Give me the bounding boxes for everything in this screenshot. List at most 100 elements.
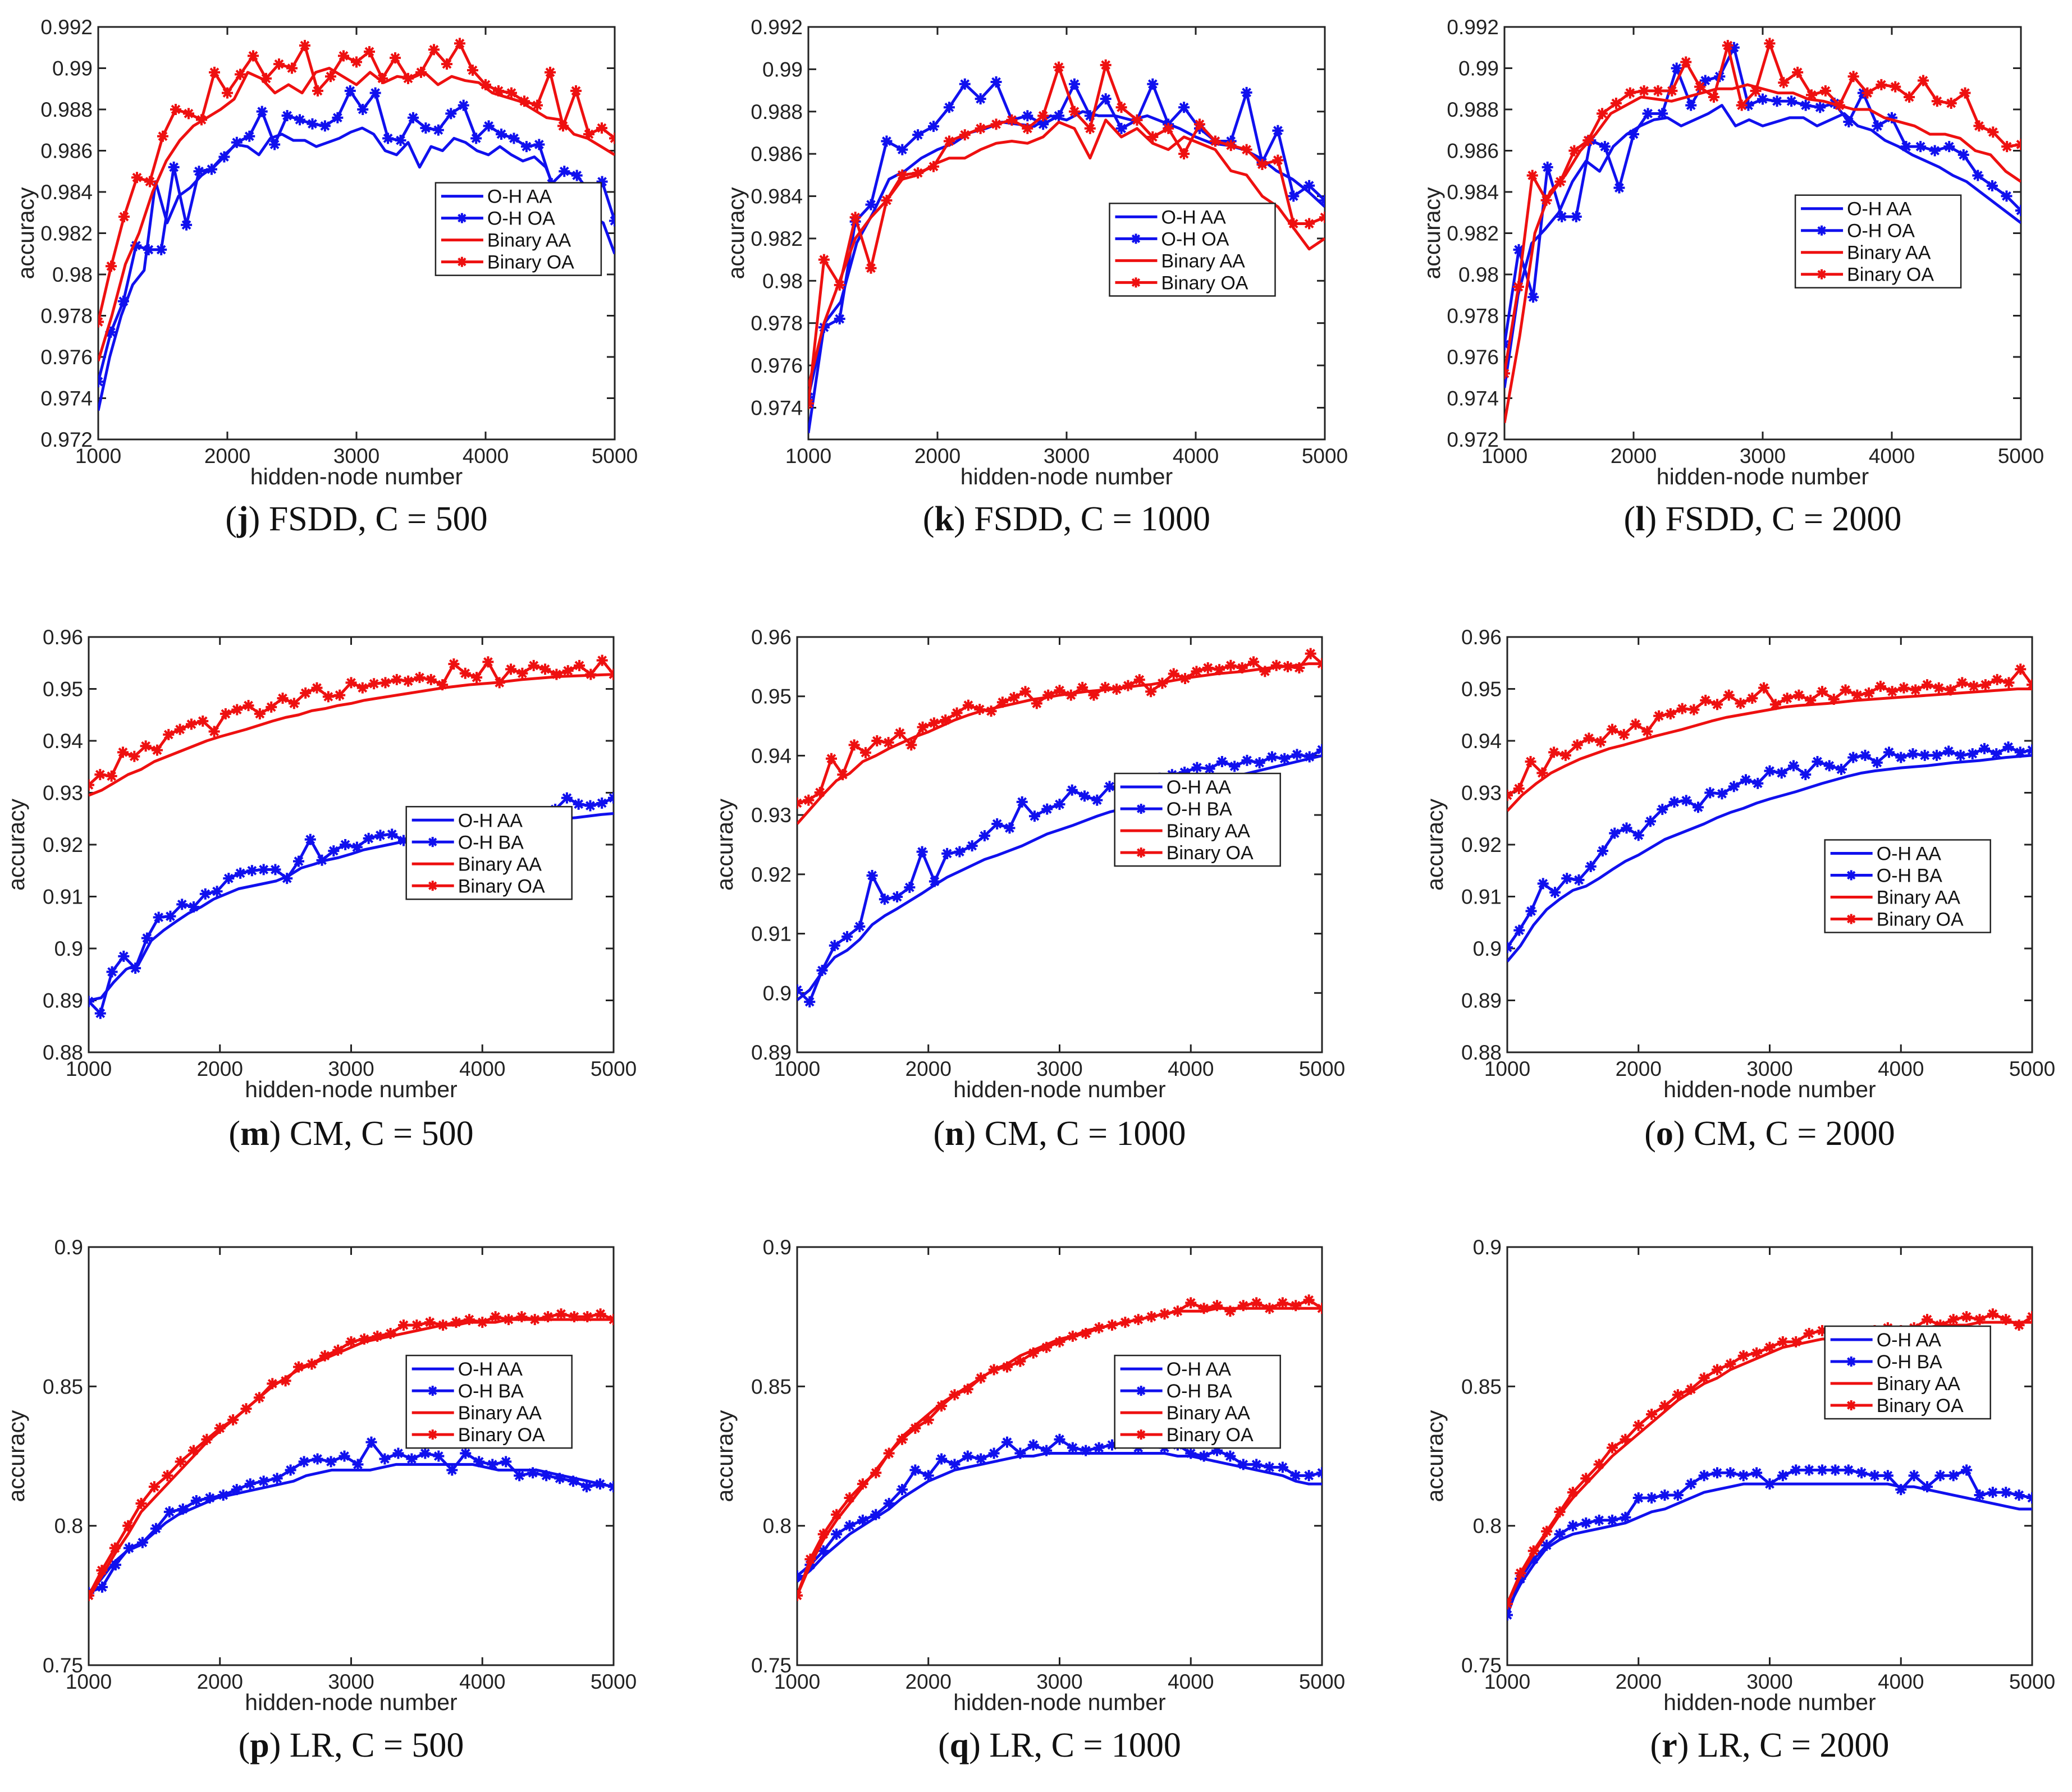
data-point [493, 677, 505, 689]
y-tick-label: 0.75 [1461, 1654, 1502, 1677]
data-point [1593, 1459, 1605, 1470]
x-tick-label: 5000 [591, 1057, 637, 1080]
data-point [1628, 129, 1639, 140]
x-tick-label: 3000 [1746, 1670, 1792, 1693]
legend-label: Binary OA [1161, 272, 1248, 294]
data-point [231, 704, 243, 716]
data-point [1764, 1478, 1776, 1490]
x-tick-label: 5000 [1998, 444, 2044, 468]
x-tick-label: 1000 [1484, 1057, 1530, 1080]
data-point [837, 769, 849, 781]
data-point [857, 1514, 868, 1526]
data-point [390, 52, 401, 64]
data-point [500, 1456, 512, 1468]
x-axis-label: hidden-node number [953, 1689, 1165, 1715]
data-point [332, 112, 344, 123]
data-point [804, 1553, 816, 1565]
data-point [312, 85, 323, 97]
data-point [163, 728, 175, 740]
data-point [168, 161, 180, 173]
data-point [571, 169, 583, 181]
data-point [1251, 1297, 1263, 1309]
data-point [1712, 699, 1723, 711]
data-point [269, 139, 281, 150]
y-axis-label: accuracy [3, 1410, 29, 1502]
data-point [1099, 681, 1111, 693]
data-point [1541, 1525, 1553, 1537]
data-point [1685, 1478, 1697, 1490]
data-point [1632, 829, 1644, 841]
series-line [89, 673, 614, 797]
data-point [1241, 144, 1252, 155]
data-point [273, 58, 285, 70]
caption-text: LR, C = 500 [281, 1726, 464, 1764]
data-point [904, 882, 916, 893]
data-point [293, 1361, 304, 1373]
data-point [260, 72, 272, 84]
x-tick-label: 2000 [1616, 1670, 1662, 1693]
data-point [1698, 1372, 1710, 1384]
data-point [990, 76, 1002, 88]
data-point [1100, 93, 1112, 105]
series-o-h-aa [1507, 754, 2032, 963]
data-point [1507, 790, 1513, 801]
data-point [311, 682, 323, 694]
legend-label: O-H BA [1877, 1351, 1942, 1373]
data-point [231, 136, 243, 148]
data-point [89, 996, 94, 1007]
data-point [143, 244, 154, 255]
data-point [94, 769, 106, 781]
data-point [106, 260, 117, 272]
data-point [1793, 689, 1805, 701]
data-point [825, 753, 837, 764]
data-point [1609, 827, 1621, 839]
data-point [516, 667, 528, 679]
data-point [493, 85, 504, 97]
x-tick-label: 2000 [1611, 444, 1657, 468]
data-point [454, 38, 465, 49]
data-point [1132, 1314, 1144, 1326]
data-point [1947, 1314, 1959, 1326]
data-point [1554, 176, 1566, 187]
data-point [1147, 131, 1159, 143]
data-point [1178, 102, 1190, 113]
y-tick-label: 0.95 [751, 685, 792, 708]
data-point [477, 1317, 488, 1328]
x-tick-label: 5000 [2009, 1057, 2055, 1080]
data-point [256, 106, 268, 117]
data-point [1583, 732, 1595, 744]
legend-label: O-H BA [1167, 1381, 1232, 1402]
legend-label: O-H AA [458, 810, 523, 831]
data-point [277, 693, 289, 704]
data-point [1863, 687, 1875, 699]
data-point [1917, 75, 1929, 86]
data-point [1133, 674, 1145, 686]
data-point [374, 829, 386, 841]
data-point [155, 244, 167, 255]
data-point [244, 1478, 256, 1490]
series-line [98, 67, 615, 362]
data-point [1871, 757, 1883, 768]
data-point [1541, 1539, 1553, 1551]
data-point [193, 166, 205, 177]
data-point [1179, 767, 1191, 778]
data-point [1740, 774, 1751, 786]
data-point [2001, 141, 2013, 153]
data-point [596, 176, 608, 187]
data-point [425, 673, 437, 685]
data-point [974, 703, 986, 715]
legend-marker [427, 1386, 438, 1396]
data-point [959, 129, 971, 141]
series-o-h-oa [808, 76, 1325, 403]
data-point [98, 376, 104, 388]
data-point [1668, 796, 1680, 808]
data-point [319, 1350, 331, 1362]
data-point [419, 1447, 431, 1459]
data-point [2027, 744, 2032, 756]
x-tick-label: 2000 [905, 1057, 952, 1080]
data-point [879, 893, 890, 905]
data-point [1777, 1336, 1789, 1348]
data-point [831, 1528, 843, 1540]
data-point [1931, 95, 1943, 107]
